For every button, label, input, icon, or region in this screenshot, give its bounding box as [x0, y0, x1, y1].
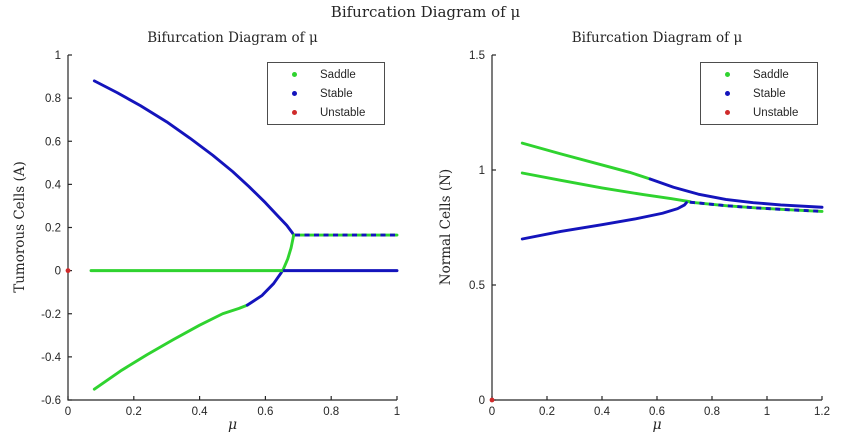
y-tick-label: 0.6 [45, 136, 61, 148]
x-tick-label: 0.6 [257, 406, 273, 418]
legend-label-saddle: Saddle [753, 68, 789, 81]
x-tick-label: 0.2 [126, 406, 142, 418]
y-tick-label: 0.4 [45, 179, 62, 191]
unstable-marker-icon [292, 110, 297, 115]
series-saddle-lower-branch [92, 303, 249, 391]
x-tick-label: 0.2 [539, 406, 555, 418]
legend-label-unstable: Unstable [320, 106, 366, 119]
series-stable-upper-branch [92, 79, 296, 237]
x-tick-label: 1 [764, 406, 770, 418]
x-tick-label: 0.6 [649, 406, 665, 418]
legend-label-unstable: Unstable [753, 106, 799, 119]
legend-item-unstable: Unstable [268, 103, 384, 122]
right-y-axis-label: Normal Cells (N) [438, 168, 454, 286]
series-saddle-fold-segment [281, 233, 296, 271]
right-legend: Saddle Stable Unstable [700, 62, 818, 125]
x-tick-label: 0.8 [704, 406, 720, 418]
x-tick-label: 0.8 [323, 406, 339, 418]
figure-title: Bifurcation Diagram of μ [330, 3, 521, 21]
legend-item-stable: Stable [268, 84, 384, 103]
legend-item-saddle: Saddle [701, 65, 817, 84]
legend-label-stable: Stable [753, 87, 786, 100]
series-saddle-middle-line [520, 171, 692, 204]
y-tick-label: 1.5 [469, 50, 485, 62]
left-y-axis-label: Tumorous Cells (A) [12, 161, 28, 293]
right-x-axis-label: μ [652, 417, 662, 433]
left-x-axis-label: μ [227, 417, 238, 433]
series-stable-upper-line [648, 177, 824, 209]
y-tick-label: 0.2 [45, 223, 61, 235]
legend-item-saddle: Saddle [268, 65, 384, 84]
stable-marker-icon [725, 91, 730, 96]
series-saddle-upper-line [520, 141, 652, 181]
series-stable-lower-curve [520, 201, 688, 241]
right-subplot-title: Bifurcation Diagram of μ [571, 30, 743, 46]
y-tick-label: -0.6 [41, 395, 61, 407]
y-tick-label: 0 [479, 395, 485, 407]
legend-item-stable: Stable [701, 84, 817, 103]
y-tick-label: 1 [479, 165, 485, 177]
y-tick-label: 0.8 [45, 93, 61, 105]
series-stable-lower-branch [245, 268, 285, 307]
y-tick-label: 0 [55, 266, 61, 278]
y-tick-label: -0.4 [41, 352, 61, 364]
x-tick-label: 0 [489, 406, 495, 418]
x-tick-label: 0 [65, 406, 71, 418]
stable-marker-icon [292, 91, 297, 96]
unstable-marker-icon [725, 110, 730, 115]
y-tick-label: 0.5 [469, 280, 485, 292]
series-overlap-tail-stable [689, 200, 823, 213]
marker-unstable-origin-point [489, 397, 495, 403]
x-tick-label: 1 [394, 406, 400, 418]
legend-label-saddle: Saddle [320, 68, 356, 81]
y-tick-label: -0.2 [41, 309, 61, 321]
x-tick-label: 0.4 [594, 406, 611, 418]
y-tick-label: 1 [55, 50, 61, 62]
legend-label-stable: Stable [320, 87, 353, 100]
saddle-marker-icon [725, 72, 730, 77]
saddle-marker-icon [292, 72, 297, 77]
legend-item-unstable: Unstable [701, 103, 817, 122]
left-subplot-title: Bifurcation Diagram of μ [147, 30, 318, 46]
marker-unstable-origin-point [65, 268, 71, 274]
x-tick-label: 1.2 [814, 406, 830, 418]
x-tick-label: 0.4 [192, 406, 209, 418]
left-legend: Saddle Stable Unstable [267, 62, 385, 125]
